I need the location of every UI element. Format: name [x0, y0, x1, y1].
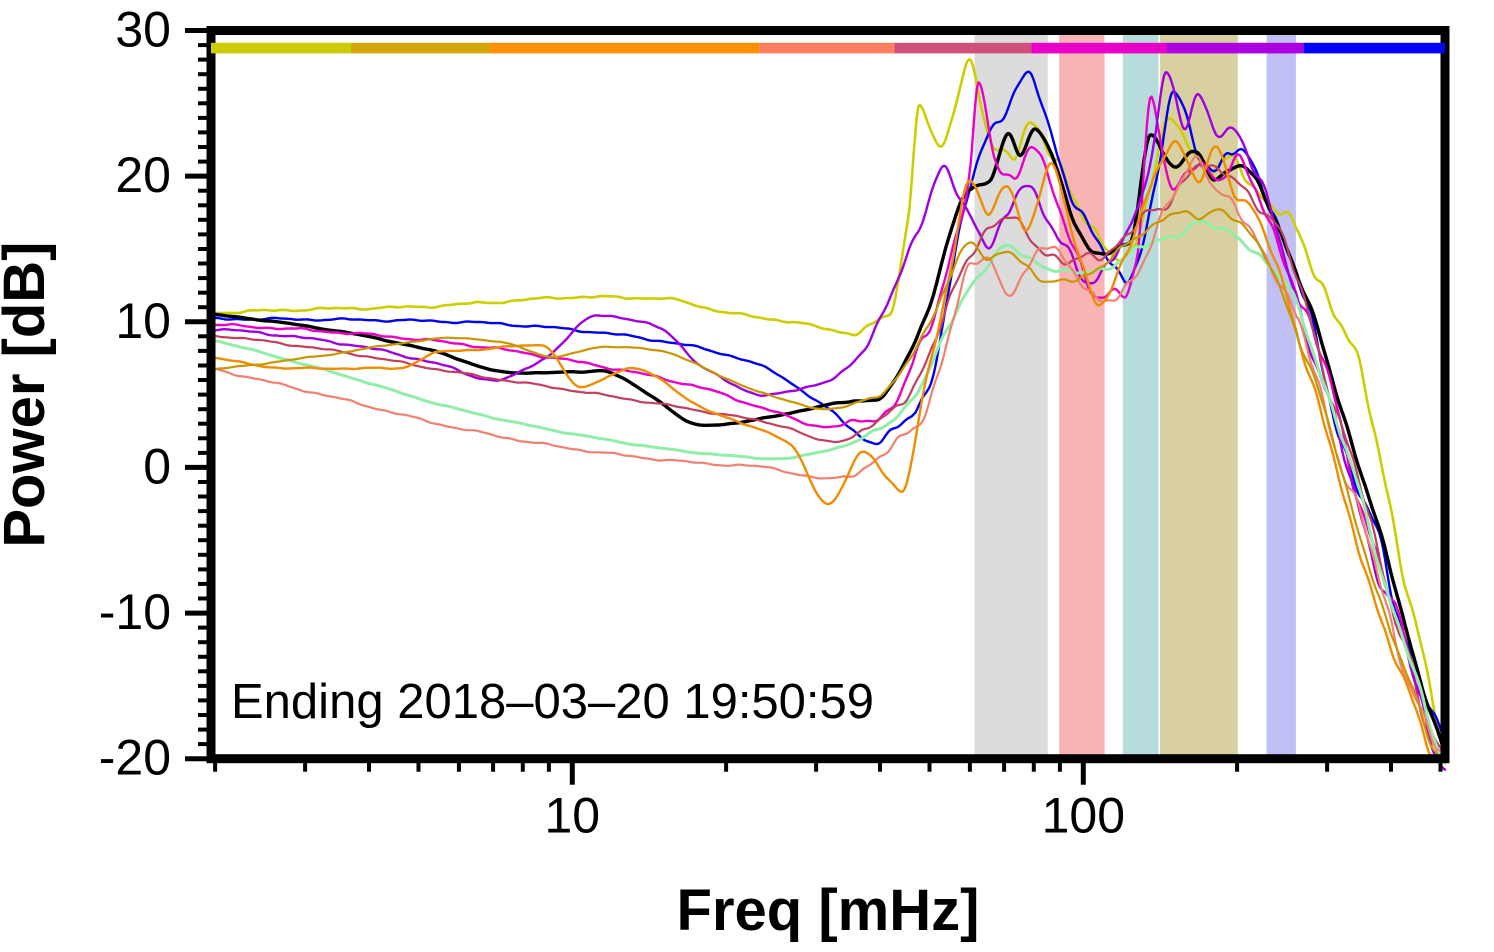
svg-text:30: 30	[115, 2, 171, 58]
svg-text:-20: -20	[99, 730, 171, 786]
svg-text:20: 20	[115, 147, 171, 203]
svg-text:10: 10	[115, 293, 171, 349]
svg-text:Ending 2018–03–20 19:50:59: Ending 2018–03–20 19:50:59	[231, 675, 874, 729]
svg-text:-10: -10	[99, 584, 171, 640]
svg-text:10: 10	[544, 788, 600, 844]
svg-text:Power [dB]: Power [dB]	[0, 242, 57, 548]
svg-text:Freq [mHz]: Freq [mHz]	[677, 878, 980, 943]
svg-text:0: 0	[143, 438, 171, 494]
svg-text:100: 100	[1042, 788, 1125, 844]
